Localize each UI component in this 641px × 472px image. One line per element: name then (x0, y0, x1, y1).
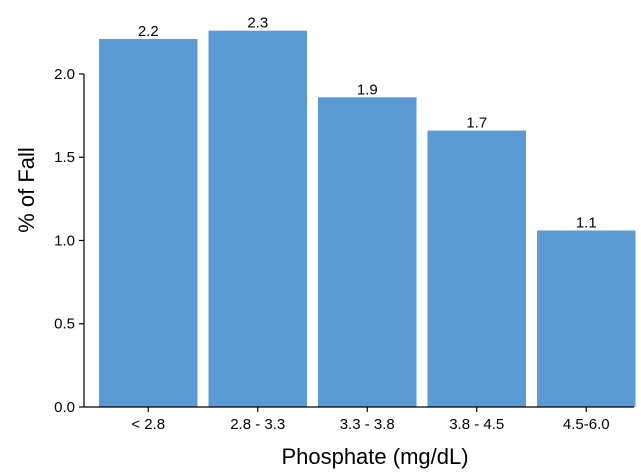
y-tick-label-1: 0.5 (54, 316, 75, 333)
y-axis-title: % of Fall (14, 147, 39, 233)
x-axis-title: Phosphate (mg/dL) (281, 444, 468, 469)
data-label-3: 1.7 (466, 115, 487, 132)
y-axis-ticks: 0.0 0.5 1.0 1.5 2.0 (54, 66, 84, 416)
bar-4 (537, 230, 636, 407)
bar-2 (318, 97, 417, 407)
x-tick-label-1: 2.8 - 3.3 (230, 416, 285, 433)
data-label-2: 1.9 (357, 81, 378, 98)
y-tick-label-0: 0.0 (54, 399, 75, 416)
x-tick-label-4: 4.5-6.0 (563, 416, 610, 433)
bar-3 (427, 130, 526, 407)
y-tick-label-3: 1.5 (54, 149, 75, 166)
y-tick-label-4: 2.0 (54, 66, 75, 83)
x-tick-label-3: 3.8 - 4.5 (449, 416, 504, 433)
data-label-1: 2.3 (247, 15, 268, 32)
data-label-0: 2.2 (138, 23, 159, 40)
bar-1 (208, 30, 307, 408)
data-label-4: 1.1 (576, 214, 597, 231)
x-axis-ticks: < 2.8 2.8 - 3.3 3.3 - 3.8 3.8 - 4.5 4.5-6.0 (131, 407, 610, 433)
bars-group (99, 30, 636, 408)
data-labels-group: 2.2 2.3 1.9 1.7 1.1 (138, 15, 597, 232)
bar-0 (99, 38, 198, 407)
y-tick-label-2: 1.0 (54, 232, 75, 249)
x-tick-label-0: < 2.8 (131, 416, 165, 433)
x-tick-label-2: 3.3 - 3.8 (340, 416, 395, 433)
